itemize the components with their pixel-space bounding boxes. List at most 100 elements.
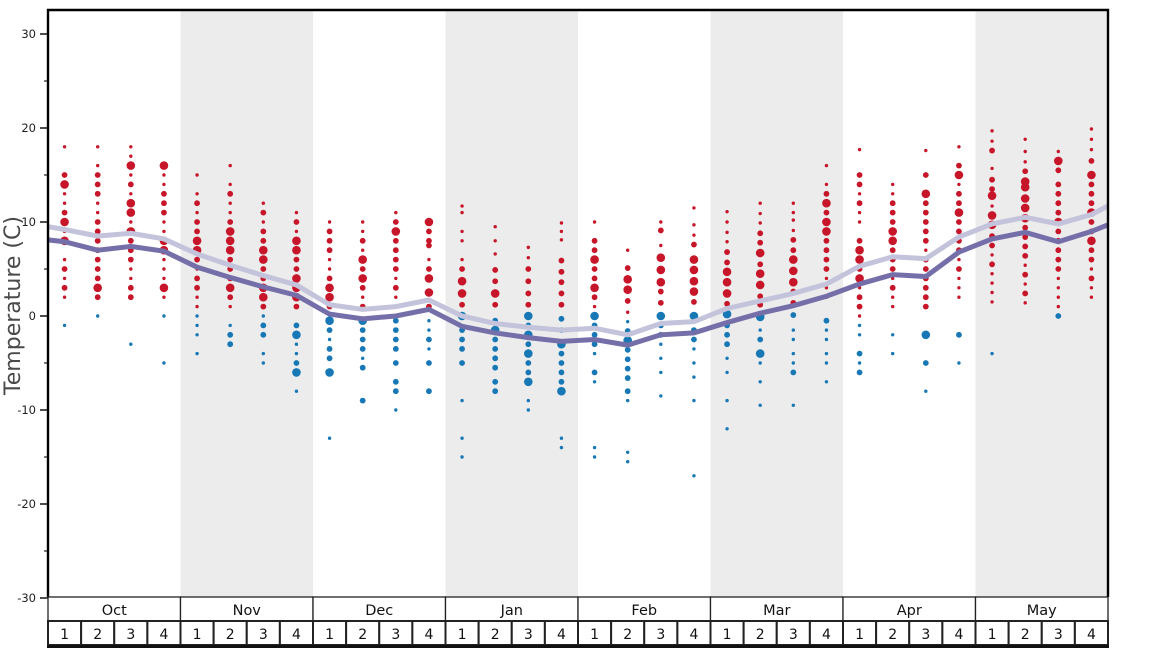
max-temp-dot [161, 200, 167, 207]
min-temp-dot [823, 317, 830, 324]
max-temp-dot [293, 256, 300, 263]
max-temp-dot [1055, 181, 1062, 188]
min-temp-dot [592, 455, 597, 459]
max-temp-dot [327, 267, 332, 271]
max-temp-dot [822, 227, 831, 236]
max-temp-dot [228, 304, 232, 309]
min-temp-dot [95, 314, 100, 318]
max-temp-dot [162, 173, 166, 177]
min-temp-dot [426, 360, 432, 366]
week-label: 1 [723, 627, 732, 643]
max-temp-dot [990, 204, 994, 208]
week-label: 3 [391, 627, 400, 643]
week-label: 1 [60, 627, 69, 643]
week-label: 1 [855, 627, 864, 643]
min-temp-dot [526, 398, 531, 403]
month-label-apr: Apr [897, 603, 922, 619]
min-temp-dot [824, 351, 829, 356]
min-temp-dot [427, 319, 431, 323]
min-temp-dot [227, 331, 234, 338]
max-temp-dot [592, 304, 597, 309]
max-temp-dot [590, 283, 599, 293]
max-temp-dot [724, 259, 730, 266]
min-temp-dot [195, 333, 199, 337]
max-temp-dot [394, 210, 398, 215]
max-temp-dot [691, 299, 697, 305]
max-temp-dot [888, 227, 897, 236]
month-label-dec: Dec [365, 603, 393, 619]
max-temp-dot [360, 229, 365, 234]
max-temp-dot [657, 288, 664, 295]
max-temp-dot [987, 191, 997, 200]
max-temp-dot [260, 266, 267, 272]
max-temp-dot [259, 255, 268, 264]
week-label: 2 [756, 627, 765, 643]
max-temp-dot [1089, 295, 1094, 299]
min-temp-dot [624, 346, 631, 353]
max-temp-dot [1020, 203, 1030, 213]
max-temp-dot [360, 220, 365, 224]
min-temp-dot [524, 349, 533, 358]
max-temp-dot [259, 245, 268, 255]
max-temp-dot [225, 236, 235, 246]
max-temp-dot [61, 209, 68, 216]
max-temp-dot [162, 182, 166, 187]
min-temp-dot [460, 455, 464, 459]
max-temp-dot [1088, 158, 1095, 164]
max-temp-dot [325, 283, 334, 293]
max-temp-dot [559, 229, 564, 234]
min-temp-dot [591, 341, 598, 348]
max-temp-dot [1055, 167, 1062, 174]
max-temp-dot [1054, 156, 1063, 166]
max-temp-dot [956, 162, 962, 169]
min-temp-dot [559, 436, 564, 440]
max-temp-dot [889, 284, 896, 291]
max-temp-dot [358, 274, 367, 283]
max-temp-dot [394, 276, 398, 281]
max-temp-dot [1088, 200, 1095, 207]
max-temp-dot [922, 284, 929, 291]
max-temp-dot [94, 275, 101, 282]
max-temp-dot [591, 266, 598, 272]
min-temp-dot [659, 394, 663, 398]
min-temp-dot [392, 346, 399, 352]
min-temperature-dots-layer [62, 309, 1062, 478]
max-temp-dot [95, 163, 100, 168]
max-temp-dot [823, 247, 830, 254]
max-temp-dot [856, 294, 863, 301]
week-label: 1 [325, 627, 334, 643]
max-temp-dot [823, 237, 830, 244]
max-temp-dot [591, 247, 598, 254]
max-temp-dot [857, 210, 862, 215]
max-temp-dot [228, 182, 232, 187]
max-temp-dot [922, 219, 929, 225]
min-temp-dot [62, 323, 67, 328]
max-temp-dot [791, 201, 796, 205]
min-temp-dot [392, 378, 399, 385]
max-temp-dot [954, 170, 964, 180]
max-temp-dot [426, 237, 432, 244]
max-temp-dot [757, 293, 764, 300]
max-temp-dot [888, 236, 897, 246]
week-cell [113, 620, 149, 646]
max-temp-dot [758, 211, 762, 216]
max-temp-dot [327, 220, 332, 224]
max-temp-dot [162, 257, 166, 262]
max-temp-dot [194, 219, 200, 225]
min-temp-dot [294, 351, 299, 356]
max-temp-dot [823, 190, 830, 197]
max-temp-dot [159, 283, 169, 293]
y-axis-tick-label: 10 [21, 215, 36, 229]
week-label: 1 [193, 627, 202, 643]
min-temp-dot [590, 311, 599, 321]
max-temp-dot [957, 286, 961, 290]
max-temp-dot [1056, 149, 1061, 154]
max-temp-dot [325, 292, 334, 302]
max-temp-dot [127, 284, 134, 291]
min-temp-dot [990, 351, 994, 356]
max-temp-dot [757, 239, 764, 246]
y-axis-tick-label: -30 [17, 591, 36, 605]
week-label: 4 [424, 627, 433, 643]
min-temp-dot [791, 328, 796, 332]
max-temp-dot [391, 227, 401, 236]
